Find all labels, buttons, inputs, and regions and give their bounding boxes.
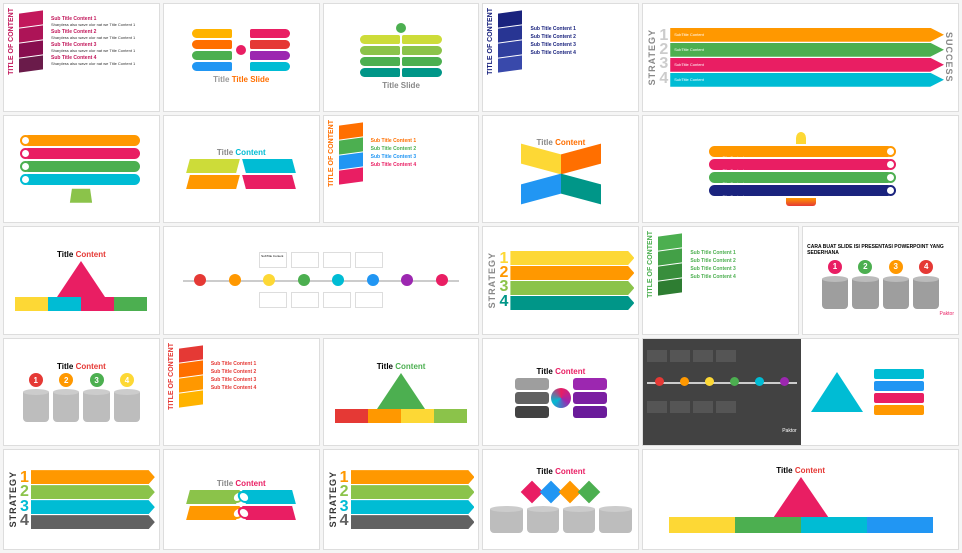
title-text: CARA BUAT SLIDE ISI PRESENTASI POWERPOIN…	[807, 244, 944, 256]
template-thumb[interactable]	[3, 115, 160, 224]
success-label: SUCCESS	[944, 32, 954, 83]
template-thumb[interactable]: STRATEGY 1 2 3 4	[323, 449, 480, 550]
title-vertical: TITLE OF CONTENT	[168, 343, 175, 410]
strategy-label: STRATEGY	[328, 471, 338, 527]
template-thumb[interactable]: STRATEGY 1234 SubTitle Content SubTitle …	[642, 3, 959, 112]
strategy-label: STRATEGY	[8, 471, 18, 527]
template-thumb[interactable]: Title Content	[482, 338, 639, 447]
watermark: Paktor	[782, 428, 796, 434]
title-vertical: TITLE OF CONTENT	[487, 8, 494, 75]
title-text: Title Slide	[382, 81, 420, 90]
template-thumb[interactable]: CARA BUAT SLIDE ISI PRESENTASI POWERPOIN…	[802, 226, 959, 335]
template-thumb[interactable]: Title Title Slide	[163, 3, 320, 112]
template-thumb[interactable]: Title Content	[482, 449, 639, 550]
template-thumb[interactable]: Tile Content Tile Content Tile Content T…	[642, 115, 959, 224]
strategy-label: STRATEGY	[487, 252, 497, 308]
template-thumb[interactable]: STRATEGY 1 2 3 4	[3, 449, 160, 550]
title-text: Title	[213, 75, 229, 84]
template-thumb[interactable]: Paktor	[642, 338, 959, 447]
template-thumb[interactable]: Title Content 1 2 3 4	[3, 338, 160, 447]
template-thumb[interactable]: TITLE OF CONTENT Sub Title Content 1 Sub…	[482, 3, 639, 112]
title-vertical: TITLE OF CONTENT	[328, 120, 335, 187]
template-thumb[interactable]: Title Content	[3, 226, 160, 335]
strategy-label: STRATEGY	[647, 29, 657, 85]
template-thumb[interactable]: TITLE OF CONTENT Sub Title Content 1Shar…	[3, 3, 160, 112]
marker-icon	[396, 23, 406, 33]
template-thumb[interactable]: Title Content	[163, 115, 320, 224]
template-gallery: TITLE OF CONTENT Sub Title Content 1Shar…	[0, 0, 962, 553]
watermark: Paktor	[940, 311, 954, 317]
template-thumb[interactable]: Title Content	[482, 115, 639, 224]
template-thumb[interactable]: Title Content	[642, 449, 959, 550]
template-thumb[interactable]: Title Slide	[323, 3, 480, 112]
slide-text: Title Slide	[232, 75, 270, 84]
template-thumb[interactable]: TITLE OF CONTENT Sub Title Content 1 Sub…	[163, 338, 320, 447]
trophy-icon	[796, 132, 806, 144]
template-thumb[interactable]: Title Content	[323, 338, 480, 447]
template-thumb[interactable]: SubTitle Content	[163, 226, 480, 335]
book-icon	[786, 198, 816, 206]
template-thumb[interactable]: TITLE OF CONTENT Sub Title Content 1 Sub…	[323, 115, 480, 224]
template-thumb[interactable]: STRATEGY 1 2 3 4	[482, 226, 639, 335]
subtitle-list: Sub Title Content 1Sharpless also wave o…	[51, 16, 155, 66]
template-thumb[interactable]: TITLE OF CONTENT Sub Title Content 1 Sub…	[642, 226, 799, 335]
title-vertical: TITLE OF CONTENT	[647, 231, 654, 298]
template-thumb[interactable]: Title Content	[163, 449, 320, 550]
title-vertical: TITLE OF CONTENT	[8, 8, 15, 75]
